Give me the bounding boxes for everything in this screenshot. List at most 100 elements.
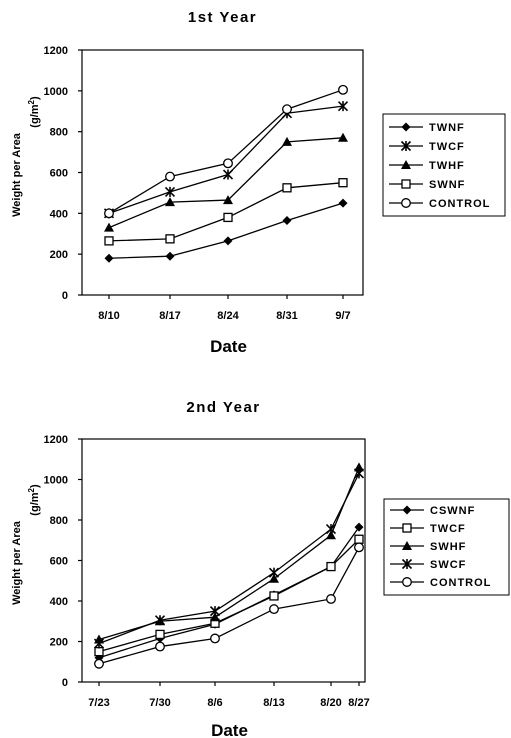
p1-ytick-label: 200	[50, 249, 68, 261]
p1-legend-label: TWCF	[429, 141, 465, 153]
p1-ytick-label: 600	[50, 168, 68, 180]
p1-x-axis-label: Date	[210, 337, 247, 356]
p1-series-twcf-point	[337, 101, 349, 112]
p2-xtick-label: 7/23	[88, 697, 109, 709]
p2-series-twcf-point	[354, 534, 364, 544]
p2-ytick-label: 600	[50, 556, 68, 568]
p2-legend-item-swhf: SWHF	[390, 541, 466, 553]
p2-xtick-label: 7/30	[149, 697, 170, 709]
p1-series-control-line	[108, 89, 344, 214]
p1-xtick-label: 8/17	[159, 310, 180, 322]
p1-legend-item-twcf: TWCF	[389, 140, 465, 153]
p2-legend-item-control: CONTROL	[390, 577, 490, 589]
p1-y-axis-unit: (g/m2)	[27, 96, 41, 128]
p1-ytick-label: 1200	[44, 45, 68, 57]
p2-series-control-point	[326, 594, 336, 604]
p2-series-swcf	[93, 468, 365, 649]
p2-series-swcf-point	[93, 638, 105, 649]
p2-series-control-line	[98, 547, 360, 665]
p2-legend: CSWNF TWCF SWHF SWCF CONTROL	[383, 498, 510, 596]
p1-ytick-label: 0	[62, 290, 68, 302]
p2-series-swhf-point	[326, 530, 336, 540]
p2-plot-frame	[81, 438, 366, 683]
p2-legend-marker	[402, 577, 412, 587]
p1-legend-marker	[400, 140, 412, 152]
p1-legend-label: TWNF	[429, 122, 465, 134]
p1-series-twhf-point	[223, 195, 233, 205]
p1-series-swnf-point	[165, 234, 175, 244]
p2-ytick-label: 200	[50, 637, 68, 649]
p2-legend-item-twcf: TWCF	[390, 523, 466, 535]
p1-series-twhf-point	[282, 136, 292, 146]
p2-y-axis-label: Weight per Area	[11, 520, 23, 605]
p2-series-swhf-point	[210, 612, 220, 622]
p1-series-swnf-point	[223, 212, 233, 223]
p1-legend-box	[382, 113, 506, 217]
p1-series-control-point	[223, 158, 233, 169]
p1-legend-marker	[401, 179, 411, 189]
p2-series-cswnf-line	[98, 526, 360, 659]
p1-series-twnf-point	[338, 198, 348, 208]
p2-series-control-point	[269, 604, 279, 615]
p1-legend-marker	[401, 160, 411, 169]
chart-panel-2: 2nd Year 0 200 400 600 800 1000 1200 7/23 7/30 8/6…	[11, 399, 510, 738]
p2-series-control-point	[210, 633, 220, 644]
p2-xtick-label: 8/27	[348, 697, 369, 709]
p1-series-twnf-point	[165, 251, 175, 261]
p2-series-control	[94, 542, 364, 669]
p1-series-twhf-point	[338, 132, 348, 142]
p1-legend-label: CONTROL	[429, 198, 490, 210]
p1-series-twnf-point	[282, 215, 292, 225]
p2-series-swcf-point	[209, 606, 221, 617]
p2-legend-item-swcf: SWCF	[390, 558, 465, 571]
p1-series-twnf-line	[108, 202, 344, 259]
p1-series-control-point	[282, 104, 292, 115]
p2-ytick-label: 400	[50, 596, 68, 608]
p2-series-swhf-point	[269, 573, 279, 583]
p1-series-twcf-point	[164, 186, 176, 197]
p1-series-swnf-point	[338, 178, 348, 188]
p2-xtick-label: 8/20	[320, 697, 341, 709]
p2-legend-box	[383, 498, 510, 596]
p1-y-axis-label: Weight per Area	[11, 132, 23, 217]
p2-series-twcf-point	[269, 591, 279, 601]
p1-series-twcf	[103, 101, 349, 219]
p2-y-axis-unit: (g/m2)	[27, 484, 41, 516]
p2-ytick-label: 1000	[44, 475, 68, 487]
p2-legend-item-cswnf: CSWNF	[390, 505, 475, 517]
p2-legend-marker	[402, 523, 412, 533]
p1-series-twcf-point	[222, 169, 234, 180]
p2-legend-marker	[402, 505, 412, 515]
p1-legend-item-control: CONTROL	[389, 198, 490, 210]
p2-legend-marker	[402, 541, 412, 550]
p2-ytick-label: 800	[50, 515, 68, 527]
p2-legend-marker	[401, 558, 413, 570]
p2-series-twcf	[94, 534, 364, 657]
p1-series-control-point	[104, 208, 114, 219]
p1-xtick-label: 8/10	[98, 310, 119, 322]
p2-legend-label: TWCF	[430, 523, 466, 535]
p2-series-cswnf-point	[354, 522, 364, 532]
p2-series-control-point	[94, 658, 104, 669]
p1-series-twnf	[104, 198, 348, 263]
p1-series-twnf-point	[223, 236, 233, 246]
p1-series-control	[104, 84, 348, 219]
p1-legend-marker	[401, 198, 411, 208]
p2-legend-label: SWHF	[430, 541, 466, 553]
p1-series-twnf-point	[104, 253, 114, 263]
p2-series-twcf-point	[326, 561, 336, 572]
p1-series-twhf-point	[165, 197, 175, 207]
p2-series-swhf-line	[98, 467, 360, 641]
p2-series-control-point	[155, 641, 165, 652]
p1-ytick-label: 400	[50, 208, 68, 220]
p1-legend-label: SWNF	[429, 179, 465, 191]
p2-legend-label: CSWNF	[430, 505, 475, 517]
chart-panel-1: 1st Year 0 200 400 600 800 1000 1200 8/10 8/17 8/2…	[11, 9, 506, 356]
p2-xtick-label: 8/6	[207, 697, 222, 709]
p1-series-control-point	[165, 171, 175, 182]
p1-ytick-label: 800	[50, 127, 68, 139]
p1-legend: TWNF TWCF TWHF SWNF CONTROL	[382, 113, 506, 217]
p2-series-swcf-point	[268, 567, 280, 578]
p1-xtick-label: 8/31	[276, 310, 297, 322]
p2-series-twcf-point	[155, 629, 165, 640]
